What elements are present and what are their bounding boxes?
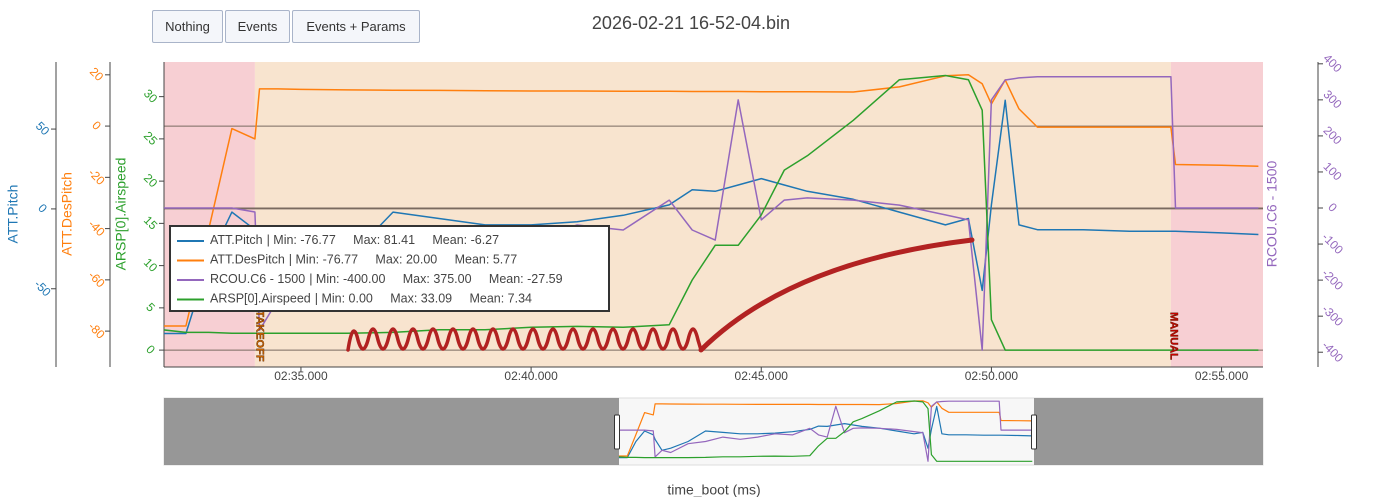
legend-entry: ARSP[0].Airspeed | Min: 0.00 Max: 33.09 M…: [210, 292, 532, 306]
y-tick-label: -400: [1319, 338, 1346, 365]
event-region: [254, 62, 1171, 367]
y-tick-label: 0: [1325, 200, 1340, 215]
legend-stats: | Min: -400.00 Max: 375.00 Mean: -27.59: [309, 272, 562, 286]
button[interactable]: Events + Params: [292, 10, 420, 43]
legend-entry: RCOU.C6 - 1500 | Min: -400.00 Max: 375.00…: [210, 272, 563, 286]
legend-name: ATT.Pitch: [210, 233, 263, 247]
y-tick-label: 20: [87, 65, 107, 85]
rangeslider-mask: [1034, 398, 1263, 465]
y-tick-label: 25: [141, 129, 161, 149]
y-tick-label: -80: [86, 319, 108, 341]
y-tick-label: -300: [1319, 302, 1346, 329]
chart-title: 2026-02-21 16-52-04.bin: [592, 13, 790, 33]
y-axis-title: RCOU.C6 - 1500: [1264, 160, 1280, 267]
y-tick-label: 300: [1321, 87, 1345, 111]
y-tick-label: 0: [35, 201, 50, 216]
squiggle: [346, 327, 703, 352]
button[interactable]: Nothing: [152, 10, 223, 43]
y-tick-label: 5: [143, 300, 158, 315]
x-tick-label: 02:55.000: [1195, 369, 1249, 383]
y-tick-label: -100: [1319, 230, 1346, 257]
rangeslider-line: [618, 400, 1033, 462]
legend-stats: | Min: -76.77 Max: 20.00 Mean: 5.77: [289, 253, 517, 267]
button[interactable]: Events: [225, 10, 290, 43]
y-tick-label: 200: [1321, 123, 1345, 147]
hand-drawn-annotation: [346, 237, 975, 353]
x-tick-label: 02:50.000: [965, 369, 1019, 383]
y-axis-title: ATT.Pitch: [5, 185, 21, 244]
series-line: [164, 74, 1259, 351]
event-label: MANUAL: [1167, 312, 1179, 360]
x-tick-label: 02:35.000: [274, 369, 328, 383]
x-tick-label: 02:45.000: [735, 369, 789, 383]
x-tick-label: 02:40.000: [504, 369, 558, 383]
y-tick-label: 0: [89, 118, 104, 133]
legend-box: [169, 225, 610, 312]
rangeslider-mask: [164, 398, 619, 465]
series-line: [164, 74, 1259, 327]
legend-entry: ATT.DesPitch | Min: -76.77 Max: 20.00 Mea…: [210, 253, 517, 267]
rangeslider-handle: [614, 414, 620, 450]
legend-name: ARSP[0].Airspeed: [210, 292, 311, 306]
y-tick-label: 100: [1321, 159, 1345, 183]
y-tick-label: -60: [86, 268, 108, 290]
event-region: [1170, 62, 1263, 367]
y-tick-label: -20: [86, 166, 108, 188]
legend-entry: ATT.Pitch | Min: -76.77 Max: 81.41 Mean: …: [210, 233, 499, 247]
x-axis-title: time_boot (ms): [667, 482, 760, 497]
y-tick-label: 30: [141, 86, 161, 106]
legend-stats: | Min: -76.77 Max: 81.41 Mean: -6.27: [267, 233, 500, 247]
y-tick-label: 50: [33, 119, 53, 139]
rangeslider-line: [618, 400, 1033, 457]
legend-stats: | Min: 0.00 Max: 33.09 Mean: 7.34: [315, 292, 532, 306]
y-tick-label: -50: [32, 277, 54, 299]
legend-name: RCOU.C6 - 1500: [210, 272, 305, 286]
y-tick-label: 10: [141, 255, 161, 275]
y-tick-label: 400: [1321, 51, 1345, 75]
rangeslider-handle: [1031, 414, 1037, 450]
y-tick-label: 0: [143, 342, 158, 357]
legend-name: ATT.DesPitch: [210, 253, 285, 267]
y-tick-label: 20: [141, 171, 161, 191]
arrow-curve: [698, 237, 975, 353]
y-tick-label: 15: [141, 213, 161, 233]
y-axis-title: ATT.DesPitch: [59, 172, 75, 256]
y-tick-label: -40: [86, 217, 108, 239]
y-tick-label: -200: [1319, 266, 1346, 293]
rangeslider-line: [618, 400, 1033, 462]
y-axis-title: ARSP[0].Airspeed: [113, 158, 129, 271]
event-label: TAKEOFF: [254, 310, 266, 361]
event-region: [164, 62, 255, 367]
